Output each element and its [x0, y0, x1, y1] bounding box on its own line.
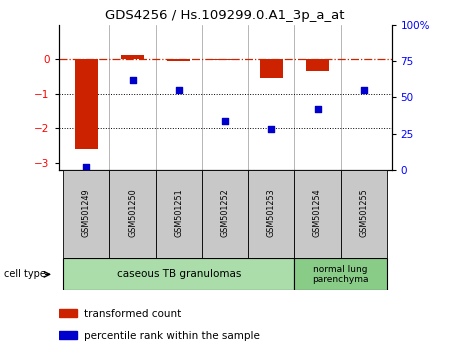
Point [314, 106, 321, 112]
Bar [167, 59, 190, 61]
Bar [213, 59, 237, 60]
Bar [202, 170, 248, 258]
Bar [63, 170, 109, 258]
Point [221, 118, 229, 124]
Bar [156, 170, 202, 258]
Bar [58, 309, 76, 317]
Bar [341, 170, 387, 258]
Bar [294, 258, 387, 290]
Text: caseous TB granulomas: caseous TB granulomas [117, 269, 241, 279]
Point [268, 126, 275, 132]
Bar [248, 170, 294, 258]
Text: GDS4256 / Hs.109299.0.A1_3p_a_at: GDS4256 / Hs.109299.0.A1_3p_a_at [105, 9, 345, 22]
Text: GSM501251: GSM501251 [174, 188, 183, 237]
Text: GSM501254: GSM501254 [313, 188, 322, 237]
Bar [294, 170, 341, 258]
Text: GSM501255: GSM501255 [359, 188, 368, 237]
Point [83, 164, 90, 170]
Point [175, 87, 182, 93]
Bar [260, 59, 283, 78]
Text: GSM501250: GSM501250 [128, 188, 137, 237]
Text: GSM501249: GSM501249 [82, 188, 91, 237]
Text: normal lung
parenchyma: normal lung parenchyma [312, 265, 369, 284]
Text: GSM501252: GSM501252 [220, 188, 230, 237]
Text: GSM501253: GSM501253 [267, 188, 276, 237]
Point [360, 87, 367, 93]
Text: transformed count: transformed count [84, 309, 181, 319]
Bar [75, 59, 98, 149]
Bar [121, 55, 144, 59]
Bar [63, 258, 294, 290]
Bar [109, 170, 156, 258]
Text: cell type: cell type [4, 269, 46, 279]
Text: percentile rank within the sample: percentile rank within the sample [84, 331, 260, 341]
Bar [58, 331, 76, 339]
Bar [306, 59, 329, 72]
Point [129, 77, 136, 83]
